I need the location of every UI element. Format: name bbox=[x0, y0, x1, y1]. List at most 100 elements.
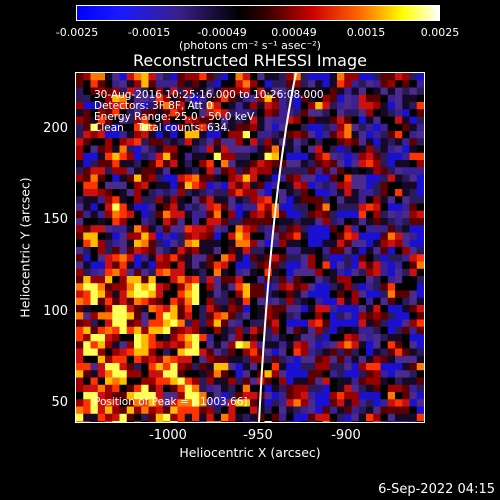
heatmap-cell bbox=[184, 131, 193, 139]
heatmap-cell bbox=[366, 276, 374, 284]
heatmap-cell bbox=[373, 239, 381, 248]
heatmap-cell bbox=[221, 160, 229, 168]
heatmap-cell bbox=[134, 196, 142, 204]
heatmap-cell bbox=[373, 276, 381, 284]
heatmap-cell bbox=[358, 254, 367, 262]
heatmap-cell bbox=[119, 102, 128, 110]
heatmap-cell bbox=[148, 406, 157, 415]
heatmap-cell bbox=[322, 189, 331, 197]
heatmap-cell bbox=[134, 210, 142, 219]
heatmap-cell bbox=[126, 319, 135, 328]
heatmap-cell bbox=[242, 123, 251, 132]
heatmap-cell bbox=[279, 247, 287, 255]
heatmap-cell bbox=[170, 247, 178, 255]
heatmap-cell bbox=[112, 392, 120, 400]
heatmap-cell bbox=[279, 73, 287, 81]
heatmap-cell bbox=[177, 297, 186, 306]
heatmap-cell bbox=[184, 283, 193, 291]
heatmap-cell bbox=[351, 254, 360, 262]
heatmap-cell bbox=[90, 80, 99, 88]
heatmap-cell bbox=[271, 268, 280, 277]
heatmap-cell bbox=[329, 290, 338, 299]
heatmap-cell bbox=[206, 94, 215, 103]
heatmap-cell bbox=[308, 406, 316, 415]
heatmap-cell bbox=[184, 203, 193, 212]
heatmap-cell bbox=[373, 384, 381, 393]
heatmap-cell bbox=[148, 363, 157, 371]
heatmap-cell bbox=[90, 392, 99, 400]
heatmap-cell bbox=[337, 363, 345, 371]
heatmap-cell bbox=[242, 268, 251, 277]
heatmap-cell bbox=[221, 377, 229, 386]
heatmap-cell bbox=[83, 413, 91, 422]
heatmap-cell bbox=[373, 261, 381, 270]
heatmap-cell bbox=[184, 305, 193, 313]
heatmap-cell bbox=[351, 145, 360, 154]
heatmap-cell bbox=[264, 399, 273, 407]
heatmap-cell bbox=[76, 421, 84, 422]
heatmap-cell bbox=[192, 392, 200, 400]
heatmap-cell bbox=[264, 370, 273, 378]
heatmap-cell bbox=[337, 261, 345, 270]
heatmap-cell bbox=[112, 80, 120, 88]
heatmap-cell bbox=[409, 297, 418, 306]
heatmap-cell bbox=[177, 276, 186, 284]
heatmap-cell bbox=[286, 116, 294, 125]
heatmap-cell bbox=[250, 225, 258, 233]
heatmap-cell bbox=[271, 421, 280, 422]
heatmap-cell bbox=[250, 87, 258, 96]
heatmap-cell bbox=[134, 73, 142, 81]
heatmap-cell bbox=[322, 305, 331, 313]
heatmap-cell bbox=[351, 406, 360, 415]
heatmap-cell bbox=[221, 225, 229, 233]
heatmap-cell bbox=[192, 276, 200, 284]
heatmap-cell bbox=[141, 232, 149, 241]
heatmap-cell bbox=[235, 319, 244, 328]
heatmap-cell bbox=[315, 145, 323, 154]
heatmap-cell bbox=[105, 261, 113, 270]
heatmap-cell bbox=[380, 174, 389, 183]
heatmap-cell bbox=[308, 210, 316, 219]
heatmap-cell bbox=[286, 247, 294, 255]
heatmap-cell bbox=[409, 305, 418, 313]
heatmap-cell bbox=[344, 377, 352, 386]
heatmap-cell bbox=[83, 109, 91, 117]
heatmap-cell bbox=[242, 377, 251, 386]
heatmap-cell bbox=[416, 174, 424, 183]
heatmap-cell bbox=[141, 261, 149, 270]
heatmap-cell bbox=[192, 421, 200, 422]
heatmap-cell bbox=[148, 196, 157, 204]
heatmap-cell bbox=[112, 370, 120, 378]
heatmap-cell bbox=[279, 377, 287, 386]
heatmap-cell bbox=[235, 290, 244, 299]
heatmap-cell bbox=[97, 290, 106, 299]
heatmap-cell bbox=[163, 145, 171, 154]
heatmap-cell bbox=[329, 94, 338, 103]
heatmap-cell bbox=[264, 334, 273, 342]
heatmap-cell bbox=[163, 116, 171, 125]
heatmap-cell bbox=[213, 94, 222, 103]
heatmap-cell bbox=[97, 399, 106, 407]
heatmap-cell bbox=[351, 319, 360, 328]
heatmap-cell bbox=[199, 363, 207, 371]
heatmap-cell bbox=[119, 123, 128, 132]
heatmap-cell bbox=[358, 239, 367, 248]
heatmap-cell bbox=[395, 210, 403, 219]
heatmap-cell bbox=[271, 312, 280, 320]
heatmap-cell bbox=[279, 174, 287, 183]
heatmap-cell bbox=[293, 305, 302, 313]
heatmap-cell bbox=[163, 189, 171, 197]
heatmap-cell bbox=[351, 355, 360, 364]
heatmap-cell bbox=[271, 152, 280, 161]
heatmap-cell bbox=[416, 341, 424, 349]
heatmap-cell bbox=[112, 276, 120, 284]
heatmap-cell bbox=[358, 319, 367, 328]
heatmap-cell bbox=[213, 276, 222, 284]
heatmap-cell bbox=[409, 363, 418, 371]
heatmap-cell bbox=[409, 94, 418, 103]
heatmap-cell bbox=[300, 80, 309, 88]
heatmap-cell bbox=[155, 312, 164, 320]
heatmap-cell bbox=[242, 232, 251, 241]
heatmap-cell bbox=[192, 87, 200, 96]
heatmap-cell bbox=[235, 160, 244, 168]
